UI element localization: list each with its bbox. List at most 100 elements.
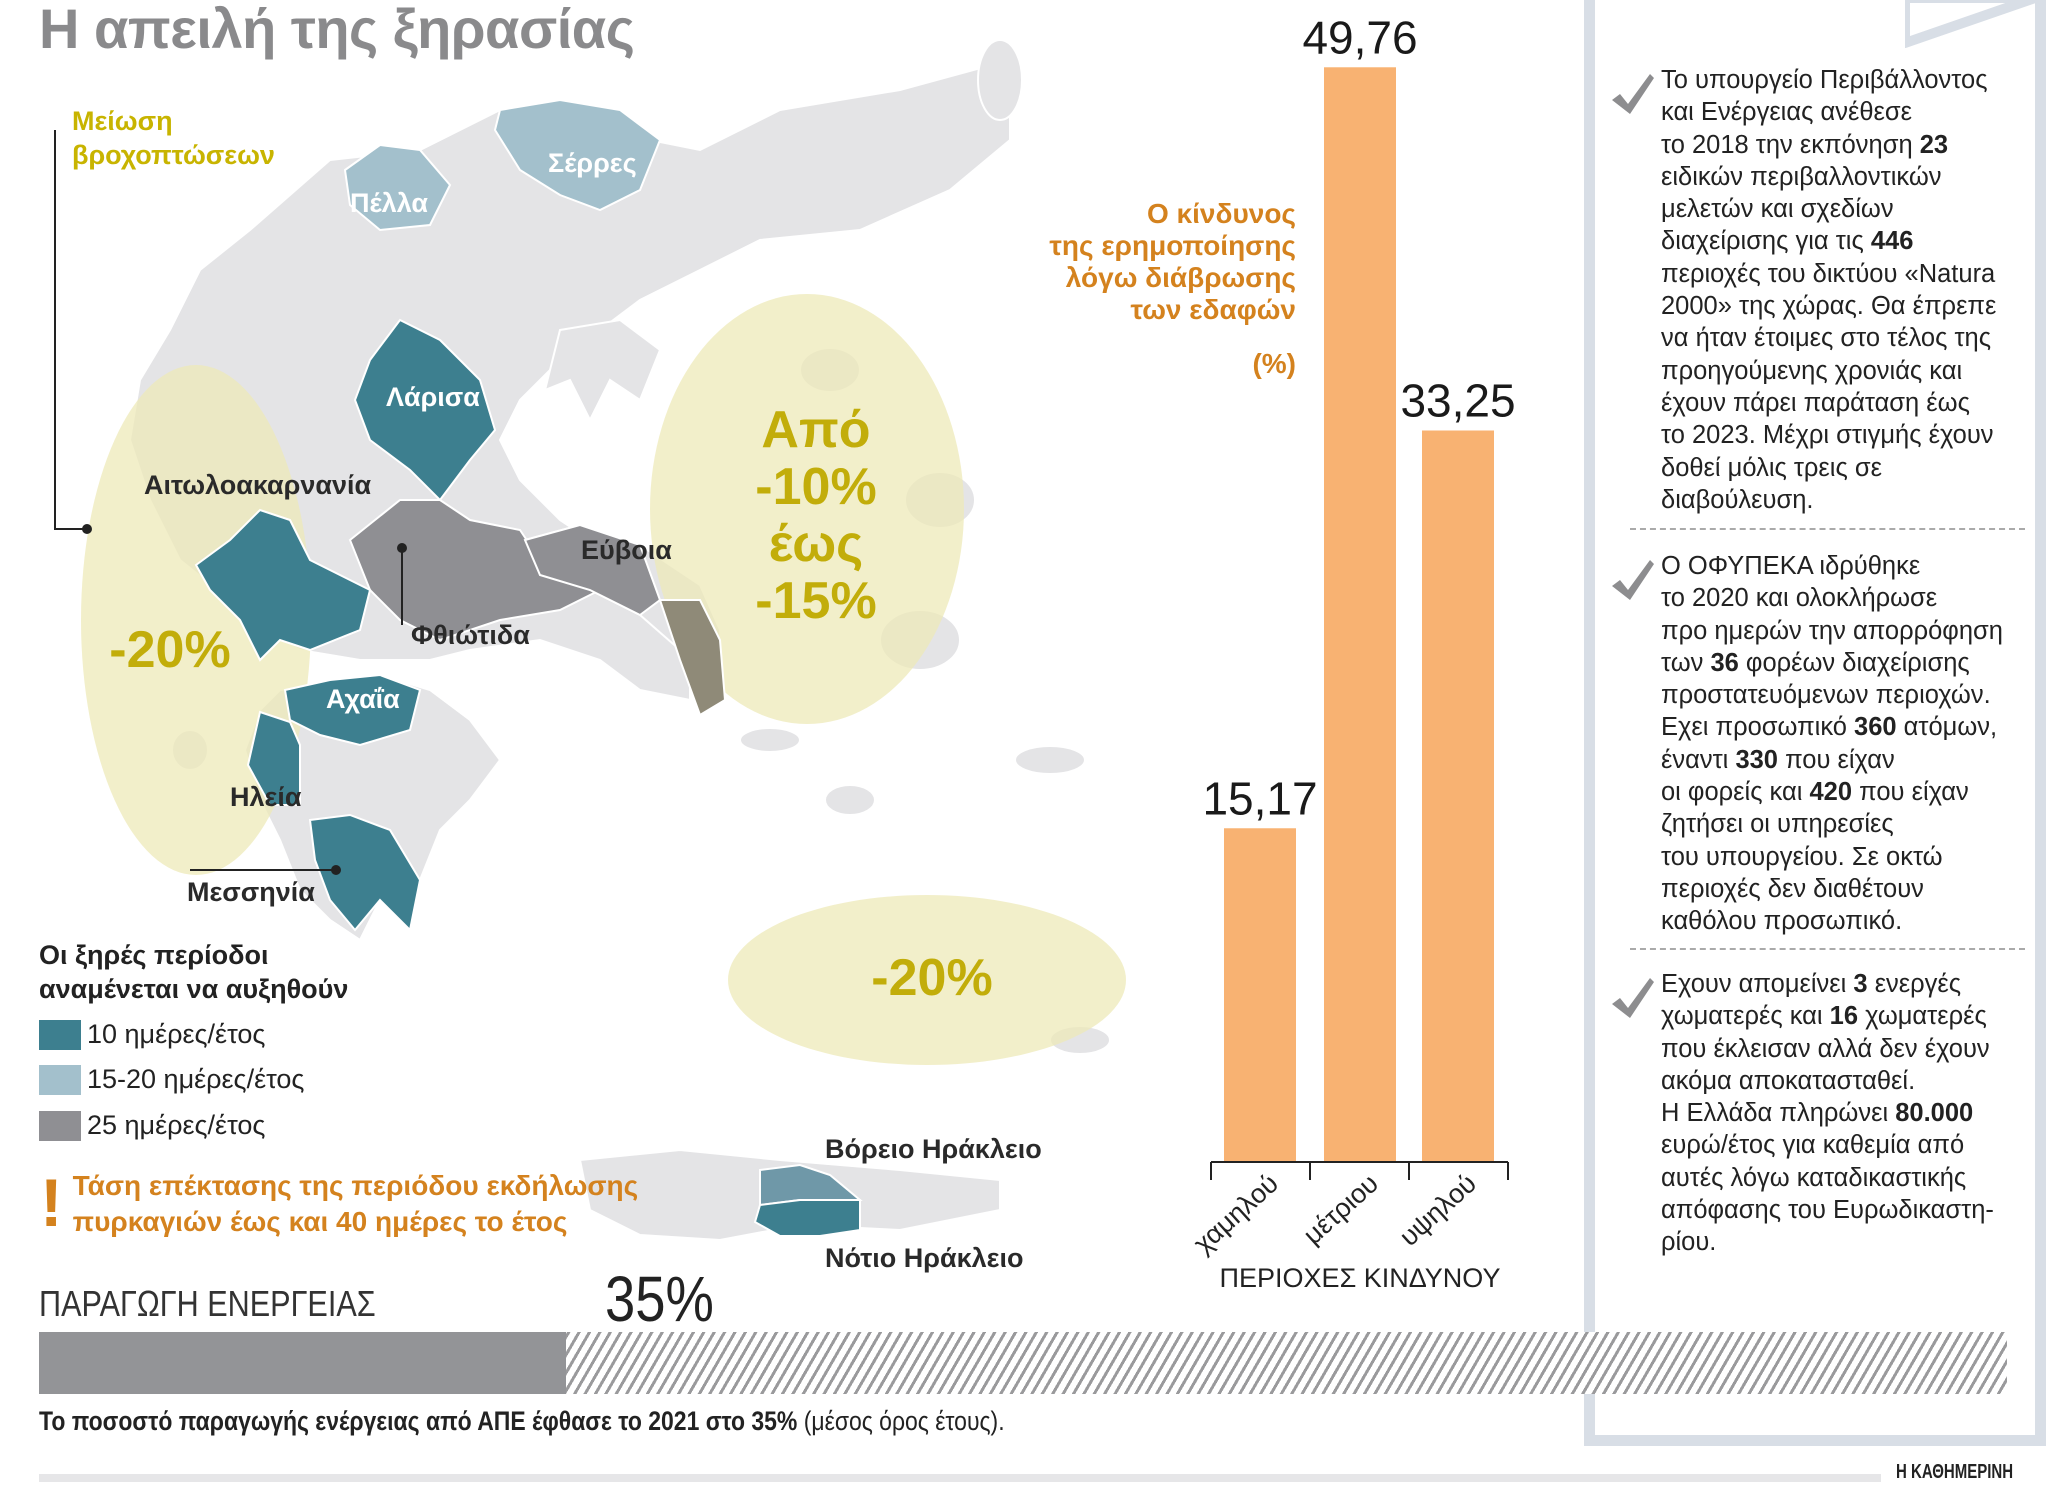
legend-title-line: αναμένεται να αυξηθούν (39, 974, 349, 1004)
panel-line: προηγούμενης χρονιάς και (1661, 355, 1996, 387)
rain-label-line: Μείωση (72, 106, 173, 136)
panel-text: Η Ελλάδα πληρώνει (1661, 1099, 1896, 1128)
panel-line: Το υπουργείο Περιβάλλοντος (1661, 64, 1996, 96)
region-evia-south (523, 523, 662, 617)
chart-title-line: Ο κίνδυνος (1146, 198, 1296, 229)
category-tick-label: μέτριου (1297, 1168, 1384, 1250)
checkmark-icon (1610, 974, 1656, 1020)
panel-text: έχουν πάρει παράταση έως (1661, 388, 1970, 417)
energy-label: ΠΑΡΑΓΩΓΗ ΕΝΕΡΓΕΙΑΣ (39, 1283, 376, 1324)
panel-text: οι φορείς και (1661, 778, 1810, 807)
chart-unit: (%) (1252, 348, 1296, 379)
panel-text: των (1661, 648, 1711, 677)
region-evia-islands (658, 599, 727, 717)
panel-text: ειδικών περιβαλλοντικών (1661, 162, 1942, 191)
rain-reduction-label: Μείωση βροχοπτώσεων (72, 104, 275, 172)
panel-text: αυτές λόγω καταδικαστικής (1661, 1163, 1967, 1192)
panel-text: Το υπουργείο Περιβάλλοντος (1661, 66, 1988, 94)
panel-paragraph: Εχουν απομείνει 3 ενεργές χωματερές και 1… (1661, 968, 1994, 1259)
panel-text: να ήταν έτοιμες στο τέλος της (1661, 324, 1992, 353)
panel-text: ρίου. (1661, 1228, 1717, 1257)
bar-chart: 15,17 χαμηλού 49,76 μέτριου 33,25 υψηλού ΠΕΡΙΟ… (1190, 11, 1516, 1293)
label-larisa: Λάρισα (386, 382, 480, 412)
highlight-number: 420 (1809, 778, 1853, 807)
divider (1630, 948, 2025, 950)
checkmark-icon (1610, 70, 1656, 116)
highlight-number: 36 (1710, 648, 1739, 677)
panel-text: το 2023. Μέχρι στιγμής έχουν (1661, 421, 1994, 450)
panel-text: δοθεί μόλις τρεις σε (1661, 453, 1882, 482)
panel-text: διαβούλευση. (1661, 485, 1814, 514)
panel-line: διαχείρισης για τις 446 (1661, 225, 1996, 257)
panel-line: έχουν πάρει παράταση έως (1661, 387, 1996, 419)
fire-warning-line: πυρκαγιών έως και 40 ημέρες το έτος (72, 1206, 568, 1237)
panel-text: απόφασης του Ευρωδικαστη- (1661, 1196, 1994, 1225)
bar-value-label: 15,17 (1202, 772, 1317, 824)
category-tick-label: υψηλού (1394, 1168, 1482, 1252)
region-achaia (283, 673, 422, 747)
zone-aegean (650, 294, 964, 724)
panel-text: έναντι (1661, 745, 1736, 774)
panel-text: το 2020 και ολοκλήρωσε (1661, 584, 1938, 613)
chart-title: Ο κίνδυνος της ερημοποίησης λόγω διάβρωσ… (1049, 198, 1296, 326)
bar-μέτριου (1324, 67, 1396, 1162)
zone-west-percent: -20% (90, 622, 250, 679)
highlight-number: 446 (1870, 227, 1914, 256)
zone-label: -10% (755, 458, 877, 516)
panel-text: 2000» της χώρας. Θα έπρεπε (1661, 292, 1997, 321)
chart-title-line: των εδαφών (1130, 294, 1296, 325)
region-ileia (246, 710, 301, 806)
label-achaia: Αχαΐα (326, 684, 400, 714)
divider (1630, 528, 2025, 530)
leader-dots (82, 524, 407, 875)
legend-label: 10 ημέρες/έτος (87, 1019, 266, 1049)
panel-line: χωματερές και 16 χωματερές (1661, 1000, 1994, 1032)
island (977, 39, 1023, 121)
panel-text: που έκλεισαν αλλά δεν έχουν (1661, 1034, 1990, 1063)
panel-line: Εχει προσωπικό 360 ατόμων, (1661, 711, 2003, 743)
panel-text: χωματερές και (1661, 1002, 1830, 1031)
footer-divider (39, 1474, 1881, 1482)
zone-aegean-percent: Από -10% έως -15% (716, 402, 916, 630)
panel-text: περιοχές του δικτύου «Natura (1661, 259, 1996, 288)
panel-line: οι φορείς και 420 που είχαν (1661, 776, 2003, 808)
panel-line: ακόμα αποκατασταθεί. (1661, 1065, 1994, 1097)
island (739, 727, 801, 753)
panel-text: Εχει προσωπικό (1661, 713, 1855, 742)
label-south-heraklion: Νότιο Ηράκλειο (825, 1243, 1024, 1273)
category-tick-label: χαμηλού (1190, 1168, 1284, 1259)
zone-label: -20% (871, 949, 993, 1007)
legend-swatch (39, 1110, 81, 1141)
brand-logo: Η ΚΑΘΗΜΕΡΙΝΗ (1896, 1461, 2014, 1483)
rain-leader-line (54, 130, 85, 530)
checkmark-icon (1610, 556, 1656, 602)
panel-text: προ ημερών την απορρόφηση (1661, 616, 2003, 645)
panel-line: των 36 φορέων διαχείρισης (1661, 647, 2003, 679)
legend-swatch (39, 1064, 81, 1095)
panel-line: που έκλεισαν αλλά δεν έχουν (1661, 1033, 1994, 1065)
panel-text: περιοχές δεν διαθέτουν (1661, 874, 1924, 903)
label-evia: Εύβοια (581, 535, 672, 565)
panel-line: ζητήσει οι υπηρεσίες (1661, 808, 2003, 840)
panel-line: απόφασης του Ευρωδικαστη- (1661, 1194, 1994, 1226)
panel-line: καθόλου προσωπικό. (1661, 905, 2003, 937)
chart-title-line: λόγω διάβρωσης (1065, 262, 1296, 293)
panel-line: Εχουν απομείνει 3 ενεργές (1661, 968, 1994, 1000)
speech-notch (1905, 0, 2037, 48)
page-title: Η απειλή της ξηρασίας (39, 0, 635, 60)
highlight-number: 3 (1853, 970, 1868, 998)
panel-line: του υπουργείου. Σε οκτώ (1661, 841, 2003, 873)
panel-line: διαβούλευση. (1661, 484, 1996, 516)
highlighted-regions (194, 98, 863, 1237)
highlight-number: 16 (1829, 1002, 1859, 1031)
label-pella: Πέλλα (350, 188, 428, 218)
panel-text: ευρώ/έτος για καθεμία από (1661, 1131, 1965, 1160)
legend-title-line: Οι ξηρές περίοδοι (39, 940, 269, 970)
panel-line: ρίου. (1661, 1226, 1994, 1258)
panel-text: και Ενέργειας ανέθεσε (1661, 98, 1912, 127)
label-aitoloakarnania: Αιτωλοακαρνανία (144, 470, 372, 500)
panel-text: προηγούμενης χρονιάς και (1661, 356, 1963, 385)
label-serres: Σέρρες (548, 148, 637, 178)
chalkidiki (543, 318, 662, 423)
bar-υψηλού (1422, 430, 1494, 1162)
